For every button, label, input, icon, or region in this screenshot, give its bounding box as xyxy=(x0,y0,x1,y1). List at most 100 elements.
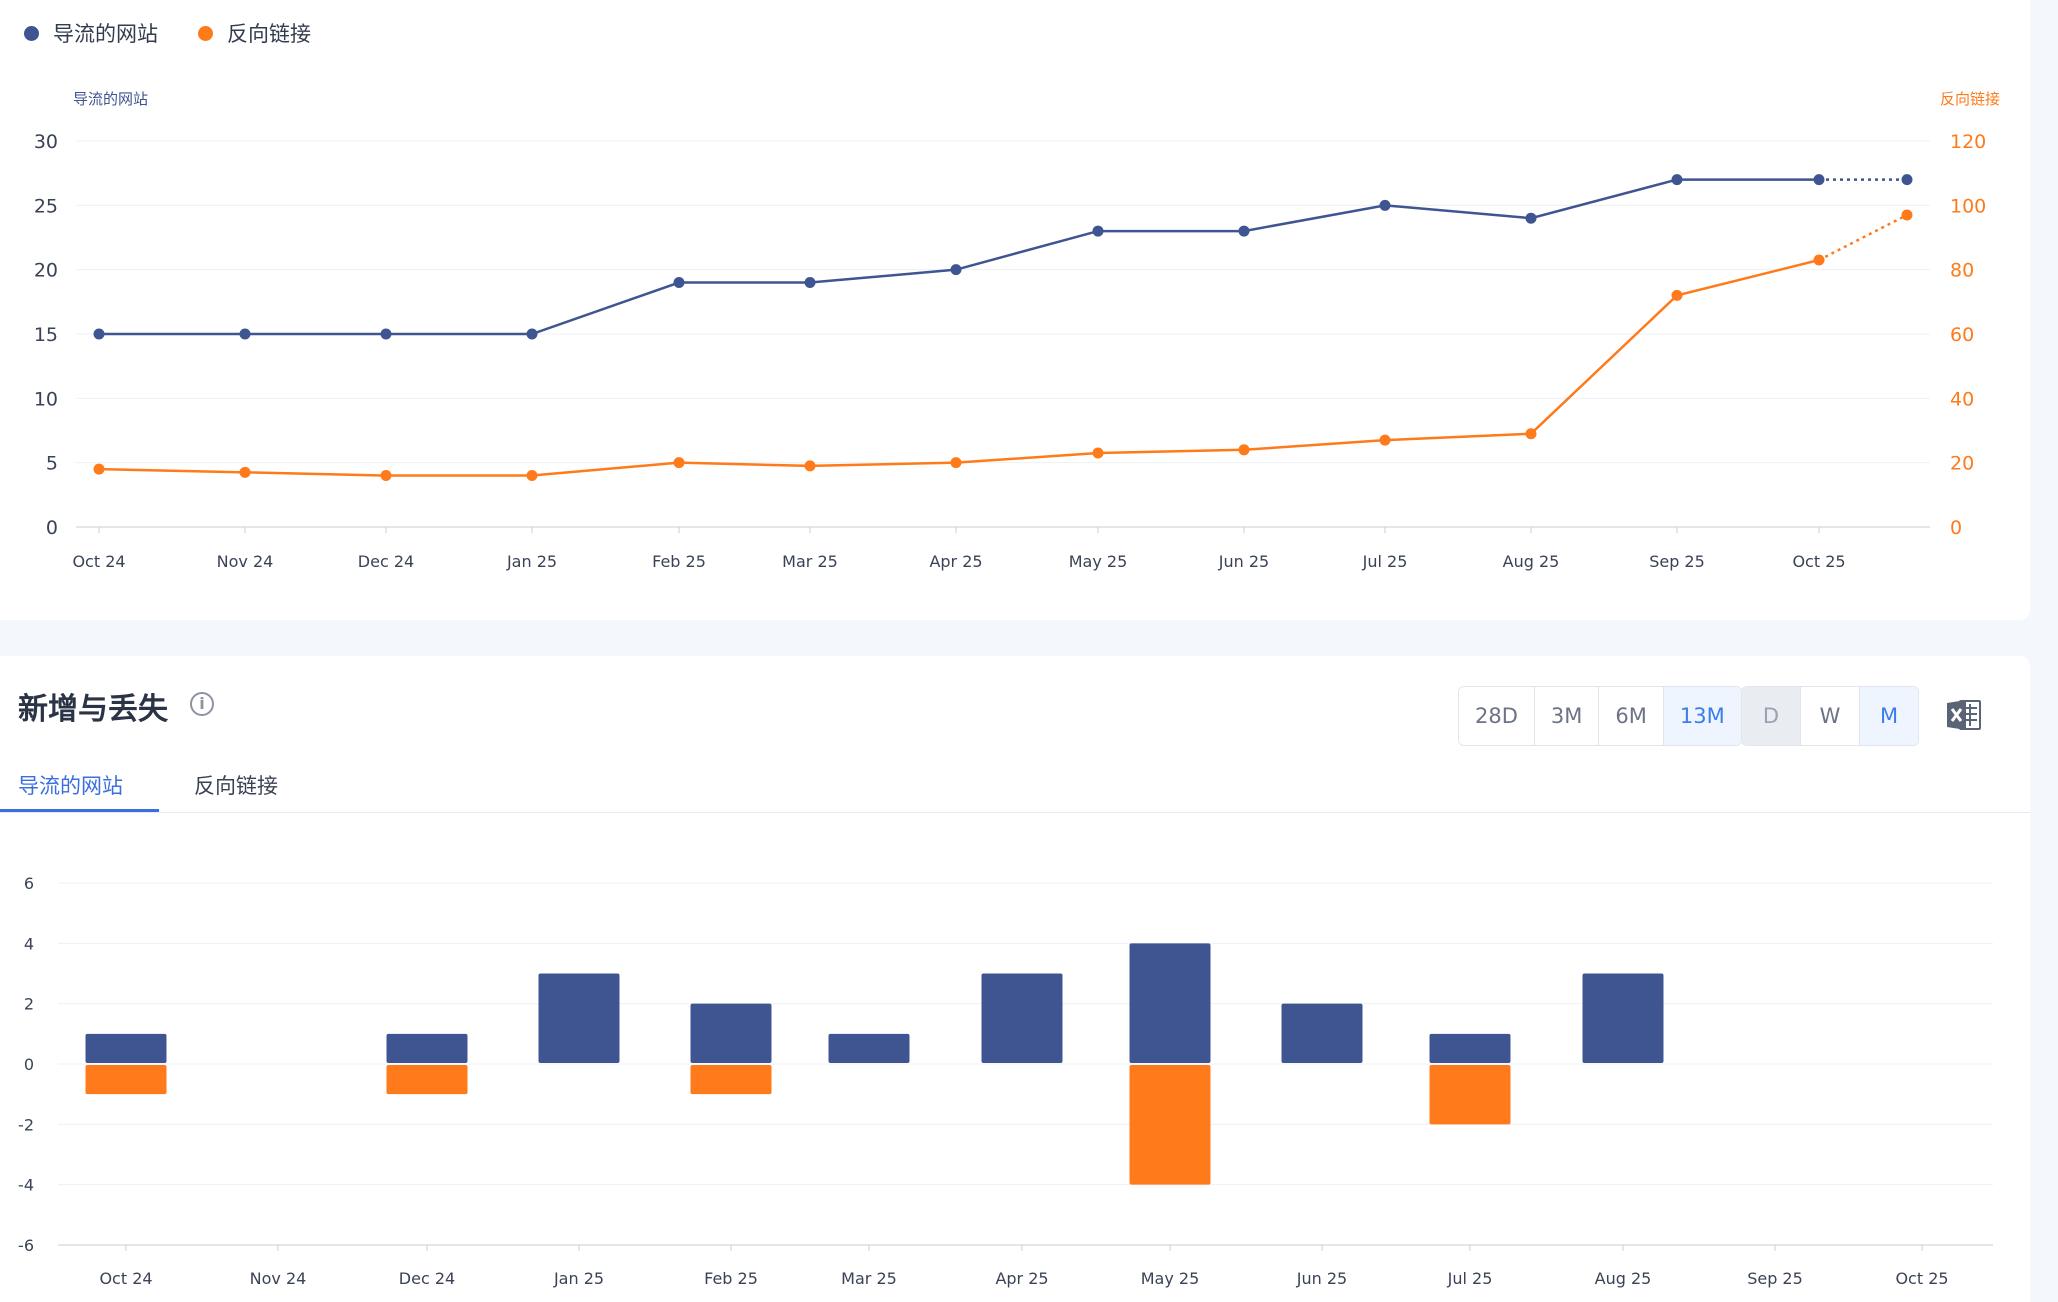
x-tick-label: Aug 25 xyxy=(1595,1269,1652,1288)
data-point xyxy=(673,277,685,289)
y-tick-label: 0 xyxy=(24,1055,34,1074)
tab-referring-domains[interactable]: 导流的网站 xyxy=(18,774,123,798)
x-tick-label: Nov 24 xyxy=(250,1269,307,1288)
data-point xyxy=(239,466,251,478)
bar xyxy=(690,1003,772,1063)
bar xyxy=(1429,1065,1511,1125)
bar xyxy=(1129,1065,1211,1185)
bar xyxy=(690,1065,772,1095)
x-tick-label: Feb 25 xyxy=(704,1269,758,1288)
data-point xyxy=(1525,428,1537,440)
x-tick-label: Sep 25 xyxy=(1649,552,1705,571)
x-tick-label: Feb 25 xyxy=(652,552,706,571)
granularity-button-month[interactable]: M xyxy=(1860,687,1918,745)
y-tick-label: -6 xyxy=(18,1236,34,1255)
y-tick-label: 2 xyxy=(24,995,34,1014)
data-point xyxy=(1238,225,1250,237)
range-button-6m[interactable]: 6M xyxy=(1599,687,1664,745)
data-point xyxy=(1379,434,1391,446)
chart-legend: 导流的网站 反向链接 xyxy=(24,18,311,48)
data-point xyxy=(526,328,538,340)
data-point xyxy=(93,328,105,340)
excel-icon[interactable] xyxy=(1946,698,1982,732)
granularity-selector: D W M xyxy=(1741,686,1919,746)
data-point xyxy=(93,463,105,475)
info-icon[interactable]: i xyxy=(190,692,214,716)
bar xyxy=(828,1033,910,1063)
left-axis-title: 导流的网站 xyxy=(73,90,148,108)
projected-data-point xyxy=(1901,209,1913,221)
right-y-tick-label: 20 xyxy=(1950,453,1974,475)
bar xyxy=(538,973,620,1063)
data-point xyxy=(1671,174,1683,186)
trend-chart-card: 导流的网站 反向链接 导流的网站 反向链接 0 0 5 20 10 40 15 60 20 80 25 1… xyxy=(0,0,2030,620)
x-tick-label: Sep 25 xyxy=(1747,1269,1803,1288)
legend-dot-icon xyxy=(24,25,39,41)
projection-line xyxy=(1818,213,1908,262)
x-tick-label: Jul 25 xyxy=(1362,552,1408,571)
left-y-tick-label: 30 xyxy=(34,131,58,153)
left-y-tick-label: 25 xyxy=(34,195,58,217)
range-button-3m[interactable]: 3M xyxy=(1534,687,1600,745)
bar xyxy=(1429,1033,1511,1063)
right-y-tick-label: 40 xyxy=(1950,388,1974,410)
series-line xyxy=(98,258,1820,477)
data-point xyxy=(1813,254,1825,266)
left-y-tick-label: 15 xyxy=(34,324,58,346)
x-tick-label: Jan 25 xyxy=(553,1269,604,1288)
tab-backlinks[interactable]: 反向链接 xyxy=(194,774,278,798)
data-point xyxy=(1813,174,1825,186)
series-line xyxy=(99,178,1819,336)
left-y-tick-label: 5 xyxy=(46,453,58,475)
line-chart: 导流的网站 反向链接 0 0 5 20 10 40 15 60 20 80 25 100 30 120 Oct … xyxy=(34,90,2000,571)
bar xyxy=(386,1033,468,1063)
data-point xyxy=(380,328,392,340)
bar xyxy=(981,973,1063,1063)
right-y-tick-label: 80 xyxy=(1950,260,1974,282)
right-y-tick-label: 120 xyxy=(1950,131,1986,153)
legend-item-referring-domains[interactable]: 导流的网站 xyxy=(24,18,158,48)
x-tick-label: Oct 25 xyxy=(1792,552,1845,571)
x-tick-label: Aug 25 xyxy=(1503,552,1560,571)
data-point xyxy=(804,460,816,472)
x-tick-label: Jul 25 xyxy=(1447,1269,1493,1288)
data-point xyxy=(380,470,392,482)
active-tab-indicator xyxy=(0,809,159,812)
y-tick-label: 6 xyxy=(24,874,34,893)
new-lost-card: 新增与丢失 i 28D 3M 6M 13M D W M 导流的网站 反向链接 -… xyxy=(0,656,2030,1302)
granularity-button-week[interactable]: W xyxy=(1801,687,1860,745)
range-button-28d[interactable]: 28D xyxy=(1459,687,1535,745)
legend-item-backlinks[interactable]: 反向链接 xyxy=(198,18,311,48)
data-point xyxy=(950,457,962,469)
x-tick-label: Mar 25 xyxy=(782,552,838,571)
x-tick-label: Jun 25 xyxy=(1296,1269,1347,1288)
granularity-button-day[interactable]: D xyxy=(1742,687,1801,745)
data-point xyxy=(1525,212,1537,224)
x-tick-label: Nov 24 xyxy=(217,552,274,571)
data-point xyxy=(526,470,538,482)
projected-data-point xyxy=(1901,174,1913,186)
bar xyxy=(85,1065,167,1095)
bar-chart: -6 -4 -2 0 2 4 6 Oct 24 Nov 24 Dec 24 Jan 25 Feb 25… xyxy=(18,874,1993,1288)
x-tick-label: Oct 24 xyxy=(99,1269,152,1288)
data-point xyxy=(673,457,685,469)
right-axis-title: 反向链接 xyxy=(1940,90,2000,108)
range-button-13m[interactable]: 13M xyxy=(1663,687,1741,745)
x-tick-label: Jun 25 xyxy=(1218,552,1269,571)
right-y-tick-label: 60 xyxy=(1950,324,1974,346)
y-tick-label: -2 xyxy=(18,1115,34,1134)
x-tick-label: Oct 25 xyxy=(1895,1269,1948,1288)
right-y-tick-label: 0 xyxy=(1950,517,1962,539)
legend-label: 反向链接 xyxy=(227,22,311,46)
x-tick-label: Oct 24 xyxy=(72,552,125,571)
bar xyxy=(1281,1003,1363,1063)
legend-label: 导流的网站 xyxy=(53,22,158,46)
data-point xyxy=(804,277,816,289)
bar xyxy=(85,1033,167,1063)
bar xyxy=(1582,973,1664,1063)
data-point xyxy=(1671,289,1683,301)
y-tick-label: 4 xyxy=(24,934,34,953)
section-title: 新增与丢失 xyxy=(18,692,168,727)
left-y-tick-label: 10 xyxy=(34,388,58,410)
data-point xyxy=(1092,447,1104,459)
